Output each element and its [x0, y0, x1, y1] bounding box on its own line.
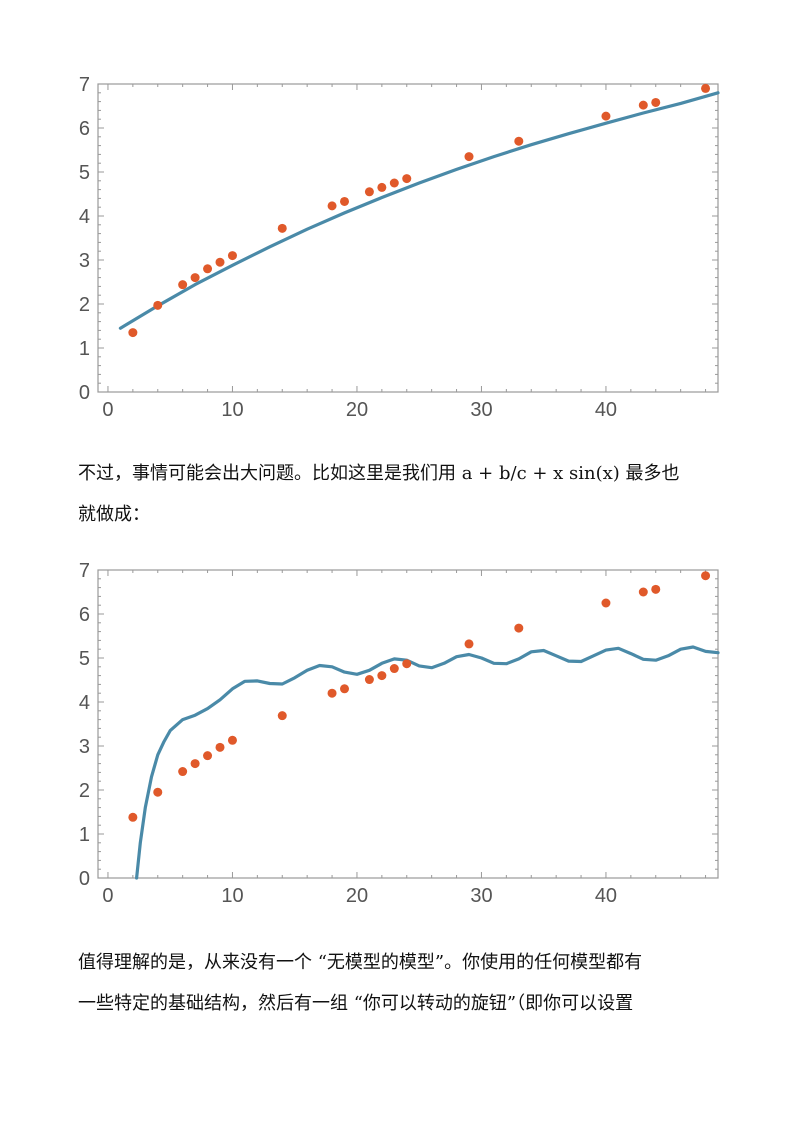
paragraph-1: 不过，事情可能会出大问题。比如这里是我们用 a + b/c + x sin(x)… — [78, 453, 728, 535]
plot-frame — [97, 569, 719, 879]
x-tick-label: 10 — [221, 399, 243, 420]
data-point — [277, 711, 287, 721]
x-tick-label: 0 — [102, 399, 113, 420]
x-tick-label: 10 — [221, 885, 243, 906]
data-point — [638, 100, 648, 110]
data-point — [364, 675, 374, 685]
y-tick-label: 3 — [79, 250, 90, 272]
fit-chart-2: 0 10 20 30 40 0 1 2 3 4 5 6 7 — [79, 560, 720, 906]
y-tick-label: 7 — [79, 74, 90, 96]
data-point — [340, 196, 350, 206]
data-point — [128, 812, 138, 822]
x-tick-label: 30 — [470, 885, 492, 906]
data-point — [190, 273, 200, 283]
y-tick-label: 0 — [79, 382, 90, 404]
data-point — [402, 659, 412, 669]
data-point — [227, 735, 237, 745]
paragraph-line: 不过，事情可能会出大问题。比如这里是我们用 a + b/c + x sin(x)… — [78, 463, 680, 484]
data-point — [464, 152, 474, 162]
data-point — [464, 639, 474, 649]
x-tick-label: 20 — [346, 399, 368, 420]
data-point — [340, 684, 350, 694]
paragraph-line: 值得理解的是，从来没有一个 “无模型的模型”。你使用的任何模型都有 — [78, 952, 643, 973]
y-tick-label: 1 — [79, 338, 90, 360]
data-point — [203, 751, 213, 761]
y-tick-label: 6 — [79, 118, 90, 140]
fit-curve — [135, 645, 720, 880]
y-tick-label: 4 — [79, 206, 90, 228]
y-tick-label: 1 — [79, 824, 90, 846]
data-point — [327, 201, 337, 211]
y-tick-label: 3 — [79, 736, 90, 758]
data-point — [601, 598, 611, 608]
paragraph-line: 一些特定的基础结构，然后有一组 “你可以转动的旋钮”（即你可以设置 — [78, 993, 634, 1014]
data-point — [277, 223, 287, 233]
data-point — [203, 264, 213, 274]
y-tick-label: 5 — [79, 648, 90, 670]
x-tick-label: 20 — [346, 885, 368, 906]
data-point — [153, 300, 163, 310]
data-point — [701, 83, 711, 93]
data-point — [128, 328, 138, 338]
y-tick-label: 4 — [79, 692, 90, 714]
y-tick-label: 5 — [79, 162, 90, 184]
data-point — [327, 688, 337, 698]
data-point — [389, 178, 399, 188]
data-point — [178, 280, 188, 290]
x-tick-label: 0 — [102, 885, 113, 906]
y-tick-label: 2 — [79, 294, 90, 316]
plot-frame — [97, 83, 719, 393]
data-point — [153, 787, 163, 797]
x-tick-label: 30 — [470, 399, 492, 420]
data-point — [178, 767, 188, 777]
paragraph-2: 值得理解的是，从来没有一个 “无模型的模型”。你使用的任何模型都有 一些特定的基… — [78, 942, 728, 1024]
fit-curve — [118, 91, 720, 330]
data-point — [638, 587, 648, 597]
data-point — [377, 671, 387, 681]
data-point — [514, 136, 524, 146]
data-point — [215, 742, 225, 752]
data-point — [651, 584, 661, 594]
data-point — [701, 571, 711, 581]
y-tick-label: 0 — [79, 868, 90, 890]
x-tick-label: 40 — [595, 399, 617, 420]
data-point — [402, 174, 412, 184]
data-point — [364, 187, 374, 197]
data-point — [215, 257, 225, 267]
fit-chart-1: 0 10 20 30 40 0 1 2 3 4 5 6 7 — [79, 74, 720, 420]
y-tick-label: 7 — [79, 560, 90, 582]
data-point — [651, 97, 661, 107]
data-point — [190, 759, 200, 769]
data-point — [514, 623, 524, 633]
data-point — [377, 182, 387, 192]
x-tick-label: 40 — [595, 885, 617, 906]
data-point — [601, 111, 611, 121]
y-tick-label: 2 — [79, 780, 90, 802]
paragraph-line: 就做成： — [78, 504, 150, 525]
data-point — [227, 251, 237, 261]
data-point — [389, 664, 399, 674]
y-tick-label: 6 — [79, 604, 90, 626]
